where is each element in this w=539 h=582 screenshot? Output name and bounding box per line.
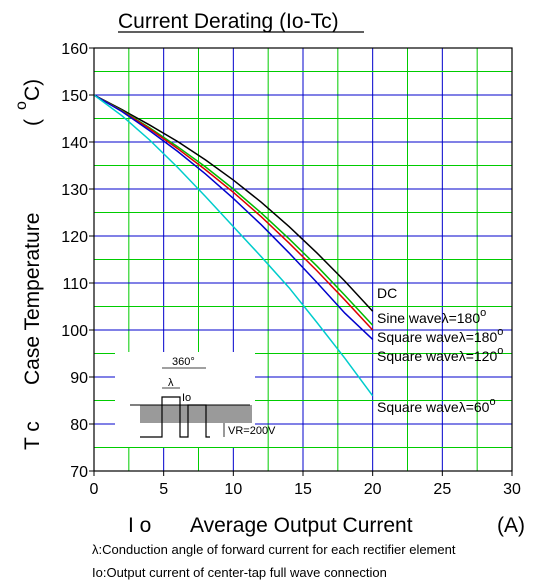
x-tick-label: 10 xyxy=(224,481,242,498)
inset-lambda-label: λ xyxy=(168,377,174,389)
y-tick-label: 120 xyxy=(61,229,88,246)
x-axis-text: Average Output Current xyxy=(190,514,413,537)
note-io: Io:Output current of center-tap full wav… xyxy=(92,565,387,580)
note-lambda: λ:Conduction angle of forward current fo… xyxy=(92,542,456,557)
legend-entry: DC xyxy=(377,285,397,301)
chart-title: Current Derating (Io-Tc) xyxy=(118,10,339,33)
inset-period-label: 360° xyxy=(172,356,195,368)
x-axis-symbol: I o xyxy=(128,514,151,537)
inset-vr-label: VR=200V xyxy=(228,425,276,437)
y-axis-unit-c: C) xyxy=(21,79,44,101)
y-tick-label: 110 xyxy=(62,276,88,293)
legend-degree-symbol: o xyxy=(497,345,503,357)
series-line-square-wave-60 xyxy=(93,94,374,397)
legend-degree-symbol: o xyxy=(489,396,495,408)
x-tick-label: 15 xyxy=(294,481,312,498)
x-tick-label: 5 xyxy=(159,481,168,498)
x-axis-unit: (A) xyxy=(497,514,525,537)
legend-entry: Square waveλ=180 xyxy=(377,329,497,345)
inset-io-label: Io xyxy=(182,392,191,404)
y-tick-label: 140 xyxy=(61,135,88,152)
y-tick-label: 160 xyxy=(61,41,88,58)
series-line-square-wave-180 xyxy=(93,94,374,331)
y-tick-label: 150 xyxy=(61,88,88,105)
legend-entry: Square waveλ=60 xyxy=(377,399,490,415)
inset-waveform-diagram: 360° λ Io VR=200V xyxy=(115,352,276,447)
x-tick-label: 20 xyxy=(364,481,382,498)
y-tick-label: 90 xyxy=(70,370,88,387)
legend-degree-symbol: o xyxy=(480,307,486,319)
y-axis-label: T c Case Temperature ( o C) xyxy=(13,79,44,450)
inset-reverse-voltage-band xyxy=(140,405,252,423)
inset-waveform xyxy=(140,396,210,438)
x-tick-label: 0 xyxy=(90,481,99,498)
legend-entry: Sine waveλ=180 xyxy=(377,310,480,326)
y-tick-label: 80 xyxy=(70,417,88,434)
x-tick-label: 30 xyxy=(503,481,521,498)
y-tick-label: 100 xyxy=(61,323,88,340)
y-tick-label: 130 xyxy=(61,182,88,199)
x-axis-label: I o Average Output Current (A) xyxy=(128,514,525,537)
y-axis-symbol: T c xyxy=(21,421,44,450)
legend-entry: Square waveλ=120 xyxy=(377,348,497,364)
legend-degree-symbol: o xyxy=(497,326,503,338)
y-tick-label: 70 xyxy=(70,464,88,481)
y-axis-unit-open: ( xyxy=(21,119,44,126)
series-line-square-wave-120 xyxy=(93,94,374,340)
y-axis-text: Case Temperature xyxy=(21,213,44,385)
series-line-dc xyxy=(93,94,374,312)
y-axis-unit-degree: o xyxy=(13,101,30,110)
x-tick-label: 25 xyxy=(433,481,451,498)
